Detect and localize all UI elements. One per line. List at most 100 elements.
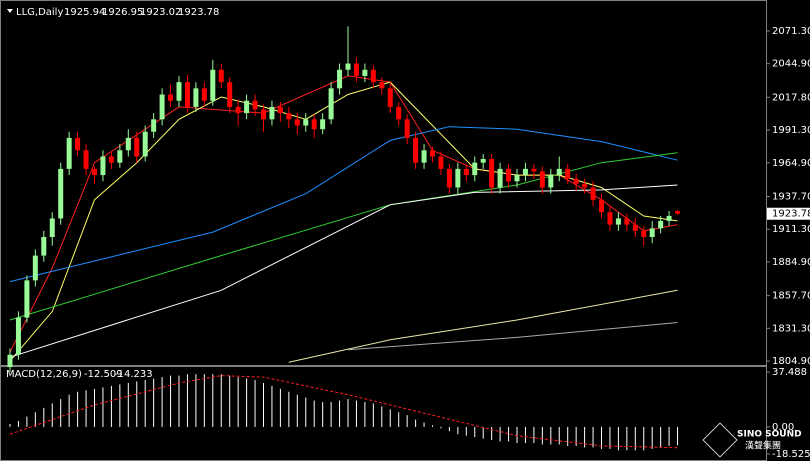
moving-average — [9, 75, 678, 353]
moving-average — [9, 81, 678, 362]
y-tick-label: 1911.30 — [772, 224, 810, 235]
candle-body — [556, 168, 562, 176]
candle-body — [472, 162, 478, 176]
candle-body — [277, 106, 283, 114]
candle-body — [506, 168, 512, 182]
moving-average — [9, 184, 678, 358]
y-tick-label: 0.00 — [772, 422, 794, 433]
candle-body — [151, 119, 157, 132]
candle-body — [235, 106, 241, 114]
candle-body — [353, 63, 359, 76]
candle-body — [75, 137, 81, 151]
y-tick-label: 37.488 — [772, 367, 807, 378]
candle-body — [32, 255, 38, 281]
candle-body — [455, 168, 461, 188]
menu-arrow — [7, 9, 13, 13]
candle-body — [345, 63, 351, 70]
logo-text: SINO SOUND — [737, 430, 802, 440]
candle-body — [311, 119, 317, 130]
candle-body — [649, 228, 655, 238]
candle-body — [463, 168, 469, 176]
candle-body — [244, 100, 250, 114]
candle-body — [641, 230, 647, 238]
candle-body — [599, 199, 604, 213]
candle-body — [497, 168, 503, 188]
candle-body — [125, 137, 131, 151]
candle-body — [548, 175, 554, 188]
candle-body — [201, 88, 207, 101]
candle-body — [92, 168, 97, 176]
candle-body — [294, 119, 300, 126]
high-value: 1926.95 — [102, 7, 143, 18]
candle-body — [396, 106, 402, 120]
y-tick-label: 2044.90 — [772, 59, 810, 70]
y-tick-label: 1937.70 — [772, 192, 810, 203]
logo: SINO SOUND 漢聲集團 — [702, 422, 802, 458]
moving-average — [9, 126, 678, 283]
candle-body — [624, 218, 630, 225]
candle-body — [565, 168, 571, 179]
y-tick-label: 1884.90 — [772, 257, 810, 268]
signal-value: -14.233 — [114, 369, 153, 380]
candle-body — [252, 100, 258, 110]
candle-body — [582, 183, 588, 188]
open-value: 1925.94 — [64, 7, 105, 18]
candle-body — [337, 69, 343, 89]
candle-body — [573, 178, 579, 184]
candle-body — [193, 88, 199, 107]
candle-body — [58, 168, 64, 219]
last-price-box — [767, 207, 810, 220]
candle-body — [379, 82, 385, 89]
candle-body — [41, 237, 47, 256]
moving-average — [288, 289, 678, 363]
candle-body — [320, 119, 326, 130]
candle-body — [387, 88, 393, 107]
moving-average — [9, 152, 678, 321]
candle-body — [176, 82, 182, 101]
candle-body — [446, 168, 452, 188]
candle-body — [632, 224, 638, 231]
y-tick-label: 1857.70 — [772, 291, 810, 302]
candle-body — [421, 150, 427, 163]
y-tick-label: 1991.30 — [772, 125, 810, 136]
y-tick-label: 1831.30 — [772, 323, 810, 334]
candle-body — [675, 211, 681, 214]
candle-body — [413, 137, 419, 163]
candle-body — [438, 156, 444, 169]
signal-line — [9, 375, 678, 449]
y-tick-label: 1804.90 — [772, 356, 810, 367]
candle-body — [15, 317, 21, 355]
candle-body — [117, 150, 123, 163]
candle-body — [666, 215, 672, 221]
candle-body — [184, 82, 190, 107]
candle-body — [286, 113, 292, 120]
logo-sub: 漢聲集團 — [745, 440, 781, 452]
candle-body — [590, 187, 596, 200]
macd-value: -12.509 — [84, 369, 123, 380]
main-frame — [0, 0, 767, 366]
y-tick-label: 2017.80 — [772, 92, 810, 103]
candle-body — [49, 218, 55, 238]
candle-body — [404, 119, 410, 138]
candle-body — [24, 280, 30, 318]
candle-body — [362, 69, 368, 76]
candle-body — [218, 69, 224, 83]
candle-body — [615, 218, 621, 225]
y-tick-label: -18.525 — [772, 449, 810, 460]
candle-body — [159, 94, 165, 120]
close-value: 1923.78 — [178, 7, 219, 18]
chart-title: LLG,Daily — [16, 7, 63, 18]
macd-frame — [0, 366, 767, 461]
candle-body — [539, 171, 545, 188]
macd-title: MACD(12,26,9) — [6, 369, 82, 380]
candle-body — [430, 150, 435, 157]
candle-body — [303, 119, 309, 126]
candle-body — [66, 137, 72, 169]
candle-body — [658, 220, 664, 229]
candle-body — [269, 106, 275, 120]
candle-body — [142, 131, 148, 157]
candle-body — [531, 168, 537, 172]
candle-body — [227, 82, 233, 107]
candle-body — [210, 69, 216, 101]
